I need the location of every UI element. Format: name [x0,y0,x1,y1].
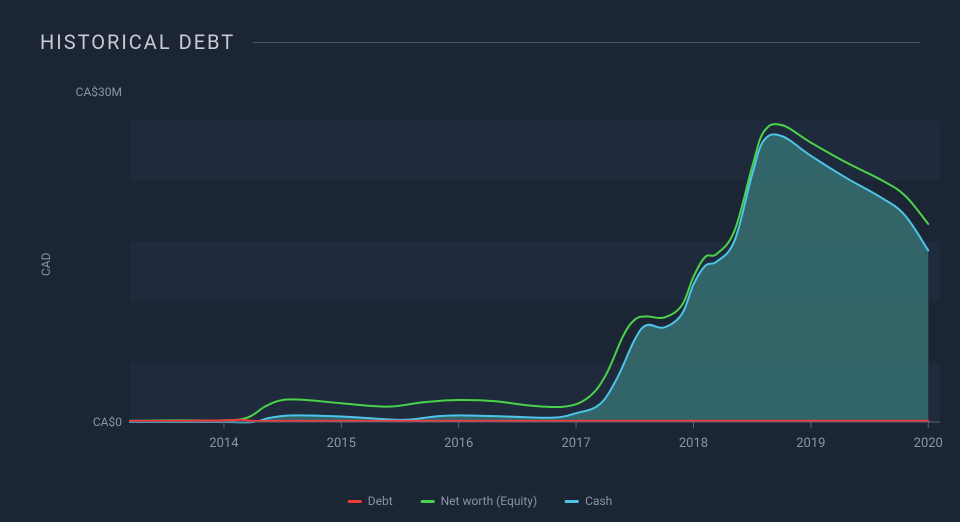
y-tick-label: CA$0 [0,415,122,429]
legend-swatch [421,500,435,503]
y-axis-title: CAD [39,252,53,276]
chart-svg [40,62,950,432]
chart-container: HISTORICAL DEBT CA$0 CA$30M CAD 2014 2015 201… [0,0,960,522]
legend-swatch [348,500,362,503]
legend-item-debt: Debt [348,494,393,508]
legend-item-cash: Cash [565,494,612,508]
x-tick-label: 2019 [796,436,825,451]
chart-plot-area: CA$0CA$30MCAD201420152016201720182019202… [40,62,920,462]
legend-label: Net worth (Equity) [441,494,538,508]
y-tick-label: CA$30M [0,85,122,99]
x-tick-label: 2020 [914,436,943,451]
x-tick-label: 2018 [679,436,708,451]
x-tick-label: 2014 [209,436,238,451]
x-tick-label: 2015 [327,436,356,451]
title-row: HISTORICAL DEBT [40,30,920,54]
chart-title: HISTORICAL DEBT [40,30,235,54]
legend-label: Cash [585,494,612,508]
title-divider [253,42,920,43]
x-tick-label: 2017 [561,436,590,451]
series-line-debt [130,420,928,421]
legend-swatch [565,500,579,503]
x-tick-label: 2016 [444,436,473,451]
legend-label: Debt [368,494,393,508]
chart-legend: Debt Net worth (Equity) Cash [348,494,613,508]
legend-item-net-worth-equity-: Net worth (Equity) [421,494,538,508]
